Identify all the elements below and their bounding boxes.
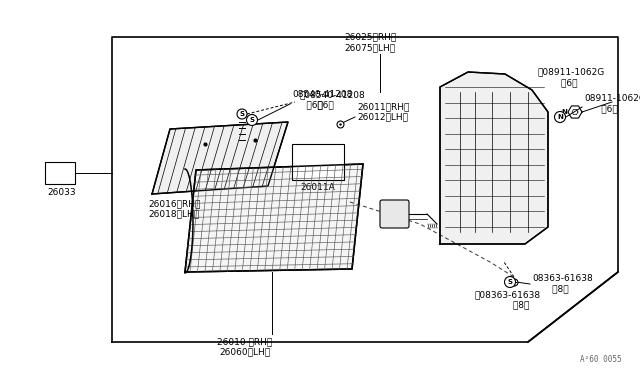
Text: 26010 〈RH〉
26060〈LH〉: 26010 〈RH〉 26060〈LH〉	[218, 337, 273, 356]
Text: 26025〈RH〉
26075〈LH〉: 26025〈RH〉 26075〈LH〉	[344, 33, 396, 52]
Polygon shape	[185, 164, 363, 272]
Circle shape	[504, 276, 515, 288]
Polygon shape	[440, 72, 548, 244]
Text: 08363-61638
       〈8〉: 08363-61638 〈8〉	[532, 274, 593, 294]
Text: 08540-41208
     〈6〉: 08540-41208 〈6〉	[292, 90, 353, 110]
Text: S: S	[250, 117, 255, 123]
Text: S: S	[239, 111, 244, 117]
Polygon shape	[152, 122, 288, 194]
Text: A²60 0055: A²60 0055	[580, 355, 622, 364]
Bar	[292, 144, 344, 180]
Text: N: N	[557, 114, 563, 120]
Text: 08911-1062G
      〈6〉: 08911-1062G 〈6〉	[584, 94, 640, 114]
Text: N: N	[561, 109, 567, 115]
Text: Ⓜ08363-61638
         〈8〉: Ⓜ08363-61638 〈8〉	[475, 290, 541, 310]
Text: Ⓜ08911-1062G
        〈6〉: Ⓜ08911-1062G 〈6〉	[538, 68, 605, 87]
Circle shape	[246, 115, 257, 125]
Text: 26016〈RH〉
26018〈LH〉: 26016〈RH〉 26018〈LH〉	[148, 199, 200, 218]
Circle shape	[554, 112, 566, 122]
Text: 26033: 26033	[47, 188, 76, 197]
Circle shape	[237, 109, 247, 119]
Text: S: S	[508, 279, 513, 285]
Bar	[45, 162, 75, 184]
FancyBboxPatch shape	[380, 200, 409, 228]
Text: 26011〈RH〉
26012〈LH〉: 26011〈RH〉 26012〈LH〉	[357, 102, 410, 122]
Text: Ⓜ08540-41208
      〈6〉: Ⓜ08540-41208 〈6〉	[300, 90, 365, 110]
Text: 26011A: 26011A	[301, 183, 335, 192]
